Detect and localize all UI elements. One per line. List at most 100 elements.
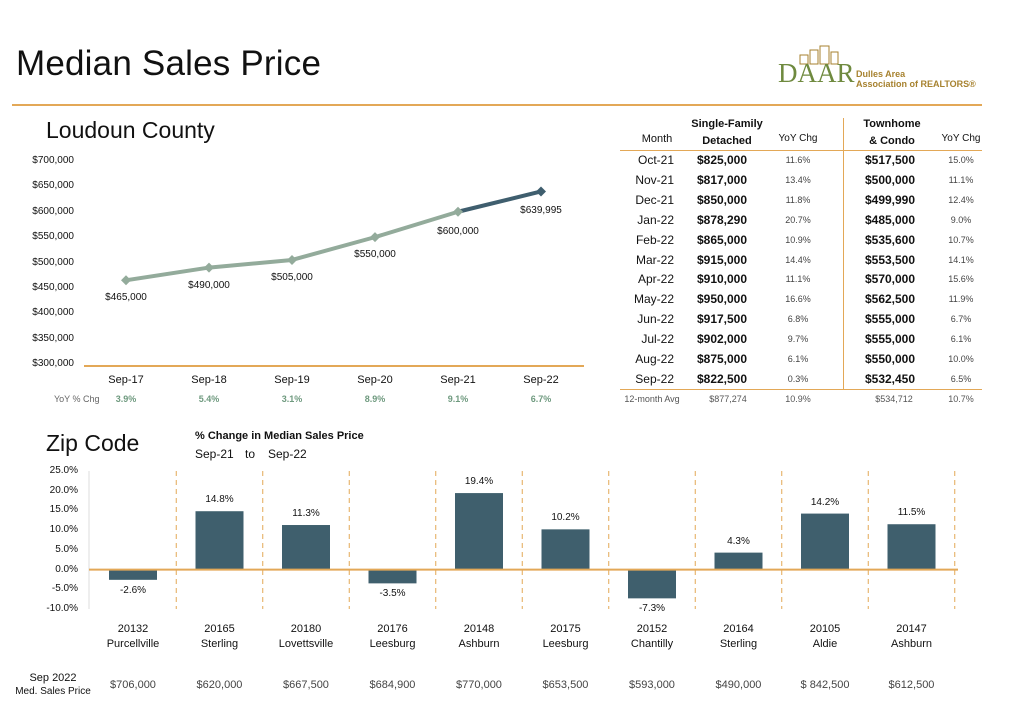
bar-y-tick: 0.0%	[55, 563, 78, 575]
bar	[887, 524, 936, 570]
table-cell-th-yoy: 15.6%	[948, 274, 974, 285]
table-cell-th: $553,500	[864, 252, 916, 267]
zip-city-label: Sterling	[200, 638, 239, 650]
line-value-label: $490,000	[188, 279, 230, 291]
table-cell-th: $570,000	[864, 272, 916, 287]
table-cell-month: Oct-21	[637, 153, 674, 167]
zip-code-label: 20165	[204, 623, 235, 635]
zip-chart-title: Zip Code	[46, 430, 140, 456]
bar	[714, 552, 763, 570]
line-y-tick: $500,000	[32, 256, 74, 268]
bar-y-tick: -5.0%	[51, 583, 78, 595]
table-header-sf-line2: Detached	[702, 135, 752, 147]
table-cell-month: Jan-22	[637, 212, 674, 227]
table-cell-th-yoy: 15.0%	[948, 155, 974, 165]
logo-letters: DAAR	[778, 58, 855, 88]
bar-value-label: 14.2%	[810, 496, 840, 508]
zip-code-label: 20176	[377, 623, 408, 635]
table-cell-sf: $902,000	[696, 332, 748, 347]
line-value-label: $639,995	[520, 205, 562, 217]
table-cell-th-yoy: 11.1%	[948, 174, 974, 185]
zip-price-value: $667,500	[283, 679, 329, 691]
line-chart	[84, 186, 584, 367]
line-y-tick: $650,000	[32, 180, 74, 192]
line-value-label: $550,000	[354, 249, 396, 261]
zip-code-label: 20147	[896, 623, 927, 635]
table-cell-th-yoy: 9.0%	[950, 214, 972, 225]
line-x-tick: Sep-19	[274, 374, 310, 386]
table-avg-sf: $877,274	[709, 394, 747, 404]
zip-code-label: 20148	[463, 623, 495, 635]
table-cell-sf: $822,500	[696, 371, 748, 386]
line-point	[453, 206, 463, 217]
zip-code-label: 20180	[290, 623, 322, 635]
zip-city-label: Leesburg	[542, 638, 589, 650]
line-y-tick: $550,000	[32, 231, 74, 243]
zip-city-label: Ashburn	[891, 638, 932, 650]
table-cell-month: Aug-22	[635, 352, 674, 366]
zip-city-label: Aldie	[812, 638, 838, 650]
table-cell-th: $517,500	[864, 153, 916, 167]
table-cell-month: Jun-22	[637, 312, 674, 327]
zip-code-label: 20164	[723, 623, 754, 635]
line-point	[536, 186, 546, 197]
table-avg-th-yoy: 10.7%	[948, 394, 974, 404]
table-cell-sf-yoy: 13.4%	[785, 174, 811, 185]
daar-logo	[799, 45, 839, 65]
line-value-label: $465,000	[105, 292, 147, 304]
line-x-tick: Sep-18	[191, 374, 227, 386]
table-cell-th: $535,600	[864, 232, 916, 247]
zip-period-to: Sep-22	[268, 447, 307, 461]
table-cell-month: Dec-21	[635, 192, 674, 207]
bar-value-label: 10.2%	[551, 512, 580, 524]
zip-price-value: $706,000	[110, 679, 156, 691]
yoy-row-label: YoY % Chg	[54, 394, 100, 404]
table-cell-sf: $950,000	[696, 292, 748, 307]
line-segment	[456, 189, 543, 214]
table-cell-sf: $875,000	[696, 352, 748, 366]
bar-value-label: 19.4%	[464, 476, 494, 488]
line-segment	[207, 257, 294, 270]
line-point	[370, 232, 380, 243]
table-avg-sf-yoy: 10.9%	[785, 394, 811, 404]
table-header-th-yoy: YoY Chg	[941, 133, 981, 144]
zip-price-value: $490,000	[715, 679, 762, 691]
table-header-sf-yoy: YoY Chg	[778, 133, 818, 144]
line-segment	[124, 265, 211, 283]
table-cell-sf: $915,000	[696, 252, 748, 267]
zip-city-label: Leesburg	[369, 638, 416, 650]
line-y-tick: $350,000	[32, 332, 74, 344]
table-cell-th-yoy: 6.7%	[950, 314, 972, 325]
table-cell-th: $550,000	[864, 352, 916, 366]
line-point	[204, 262, 214, 273]
table-cell-month: Mar-22	[635, 252, 674, 267]
zip-price-value: $684,900	[369, 679, 416, 691]
table-cell-th-yoy: 6.5%	[950, 373, 972, 384]
table-cell-sf-yoy: 11.6%	[785, 155, 811, 165]
table-avg-label: 12-month Avg	[624, 394, 680, 404]
zip-city-label: Chantilly	[630, 638, 674, 650]
table-cell-sf: $817,000	[696, 172, 748, 187]
table-cell-th: $500,000	[864, 172, 916, 187]
logo-name-line2: Association of REALTORS®	[856, 79, 976, 89]
table-cell-th: $532,450	[864, 371, 916, 386]
table-cell-th: $555,000	[864, 312, 916, 327]
bar-y-tick: -10.0%	[46, 603, 78, 614]
zip-code-label: 20132	[117, 623, 149, 635]
table-cell-sf: $850,000	[696, 192, 748, 207]
line-y-tick: $450,000	[32, 281, 74, 293]
table-cell-th: $485,000	[864, 212, 916, 227]
table-cell-sf: $865,000	[696, 232, 748, 247]
line-y-tick: $700,000	[32, 155, 74, 166]
table-cell-sf-yoy: 14.4%	[785, 254, 811, 265]
bar	[282, 525, 330, 570]
table-cell-th-yoy: 10.7%	[948, 234, 974, 245]
price-row-label-line1: Sep 2022	[29, 672, 77, 684]
bar-value-label: -3.5%	[379, 588, 406, 600]
zip-city-label: Purcellville	[106, 638, 160, 650]
zip-price-value: $ 842,500	[800, 679, 850, 691]
bar	[541, 529, 590, 570]
table-cell-sf-yoy: 6.1%	[787, 354, 809, 364]
table-footer-rule	[620, 389, 982, 390]
line-segment	[290, 235, 377, 262]
